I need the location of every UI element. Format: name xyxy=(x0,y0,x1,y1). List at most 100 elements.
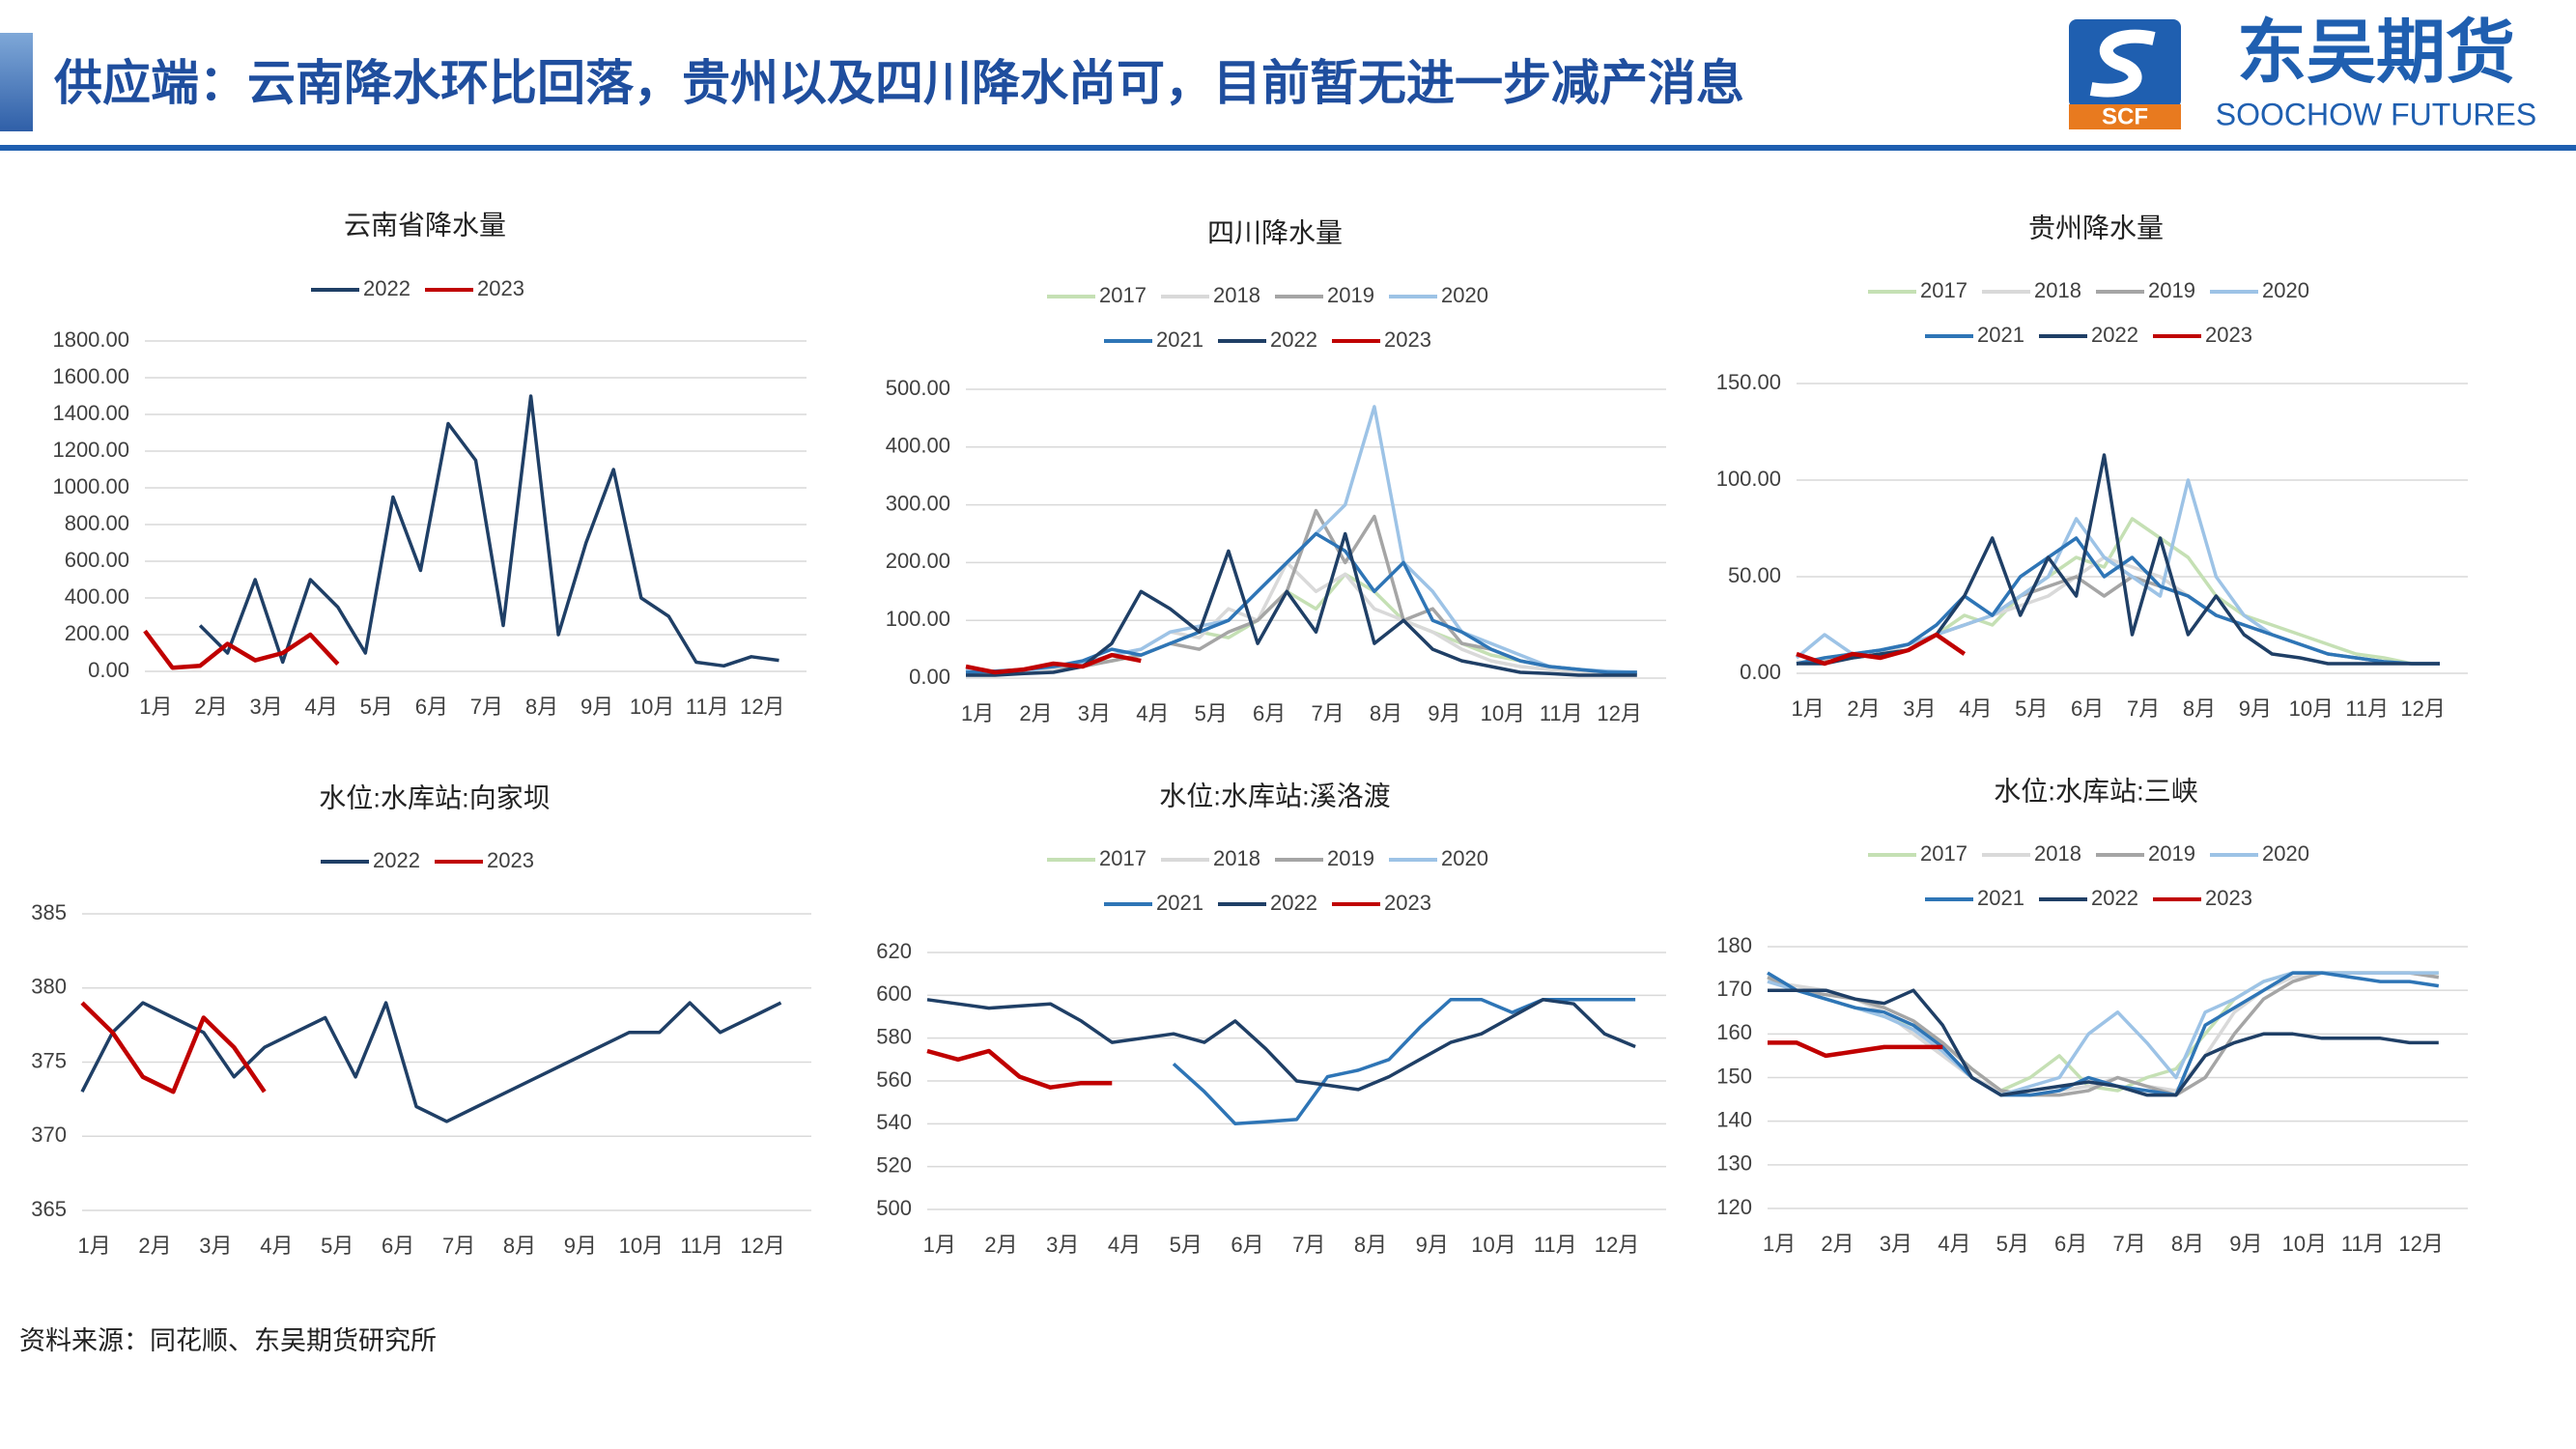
series-line xyxy=(966,508,1637,674)
chart-title: 贵州降水量 xyxy=(2028,213,2164,242)
x-tick-label: 2月 xyxy=(1847,696,1880,721)
x-tick-label: 3月 xyxy=(1046,1233,1079,1257)
x-tick-label: 10月 xyxy=(2282,1232,2327,1256)
legend-label: 2018 xyxy=(1213,283,1260,307)
logo-bar xyxy=(2069,104,2181,129)
series-line xyxy=(965,531,1637,674)
x-tick-label: 12月 xyxy=(1597,701,1641,725)
legend-label: 2020 xyxy=(1441,846,1488,870)
x-tick-label: 11月 xyxy=(1534,1233,1577,1257)
x-tick-label: 11月 xyxy=(2345,696,2389,721)
y-tick-label: 180 xyxy=(1716,933,1752,957)
x-tick-label: 7月 xyxy=(2112,1232,2145,1256)
x-tick-label: 8月 xyxy=(525,695,558,719)
x-tick-label: 11月 xyxy=(680,1234,723,1258)
chart-title: 水位:水库站:向家坝 xyxy=(319,782,551,812)
legend-label: 2019 xyxy=(1327,846,1374,870)
y-tick-label: 580 xyxy=(876,1024,912,1048)
chart-title: 水位:水库站:三峡 xyxy=(1994,776,2198,806)
y-tick-label: 370 xyxy=(31,1122,67,1147)
x-tick-label: 5月 xyxy=(1170,1233,1203,1257)
y-tick-label: 100.00 xyxy=(1716,467,1781,491)
y-tick-label: 150.00 xyxy=(1716,370,1781,394)
y-tick-label: 375 xyxy=(31,1048,67,1072)
legend-label: 2021 xyxy=(1156,327,1203,352)
y-tick-label: 1800.00 xyxy=(52,327,129,352)
series-line xyxy=(80,1001,267,1094)
y-tick-label: 1600.00 xyxy=(52,364,129,388)
x-tick-label: 6月 xyxy=(1253,701,1286,725)
legend-label: 2021 xyxy=(1977,886,2024,910)
y-tick-label: 100.00 xyxy=(886,607,950,631)
y-tick-label: 200.00 xyxy=(886,549,950,573)
y-tick-label: 385 xyxy=(31,900,67,924)
series-line xyxy=(1796,632,1967,667)
x-tick-label: 8月 xyxy=(1354,1233,1387,1257)
legend-label: 2020 xyxy=(2262,841,2309,866)
y-tick-label: 140 xyxy=(1716,1107,1752,1131)
x-tick-label: 7月 xyxy=(2127,696,2160,721)
legend-label: 2017 xyxy=(1099,846,1146,870)
x-tick-label: 2月 xyxy=(194,695,227,719)
x-tick-label: 8月 xyxy=(503,1234,536,1258)
y-tick-label: 365 xyxy=(31,1197,67,1221)
y-tick-label: 1000.00 xyxy=(52,474,129,498)
legend-label: 2020 xyxy=(1441,283,1488,307)
y-tick-label: 400.00 xyxy=(65,584,129,609)
source-note: 资料来源：同花顺、东吴期货研究所 xyxy=(19,1326,437,1355)
y-tick-label: 1400.00 xyxy=(52,401,129,425)
x-tick-label: 12月 xyxy=(1595,1233,1639,1257)
series-line xyxy=(965,652,1142,675)
x-tick-label: 8月 xyxy=(2183,696,2216,721)
x-tick-label: 1月 xyxy=(1791,696,1824,721)
series-line xyxy=(1797,453,2440,666)
x-tick-label: 6月 xyxy=(415,695,448,719)
y-tick-label: 130 xyxy=(1716,1151,1752,1176)
x-tick-label: 4月 xyxy=(1136,701,1169,725)
legend-label: 2022 xyxy=(2091,886,2138,910)
legend-label: 2019 xyxy=(2148,841,2195,866)
x-tick-label: 6月 xyxy=(382,1234,414,1258)
x-tick-label: 4月 xyxy=(1108,1233,1141,1257)
x-tick-label: 9月 xyxy=(1428,701,1460,725)
header-rule xyxy=(0,145,2576,151)
y-tick-label: 600 xyxy=(876,981,912,1006)
legend-label: 2018 xyxy=(2034,841,2081,866)
y-tick-label: 400.00 xyxy=(886,434,950,458)
y-tick-label: 600.00 xyxy=(65,548,129,572)
series-line xyxy=(143,629,340,670)
x-tick-label: 10月 xyxy=(1471,1233,1515,1257)
legend-label: 2019 xyxy=(1327,283,1374,307)
y-tick-label: 380 xyxy=(31,975,67,999)
y-tick-label: 150 xyxy=(1716,1064,1752,1088)
x-tick-label: 6月 xyxy=(1231,1233,1263,1257)
x-tick-label: 7月 xyxy=(470,695,503,719)
chart-title: 云南省降水量 xyxy=(344,210,506,240)
x-tick-label: 10月 xyxy=(1481,701,1525,725)
y-tick-label: 1200.00 xyxy=(52,438,129,462)
series-line xyxy=(1767,971,2440,1097)
x-tick-label: 1月 xyxy=(77,1234,110,1258)
x-tick-label: 4月 xyxy=(260,1234,293,1258)
x-tick-label: 4月 xyxy=(1959,696,1992,721)
x-tick-label: 12月 xyxy=(2400,696,2445,721)
y-tick-label: 300.00 xyxy=(886,491,950,515)
accent-bar xyxy=(0,33,33,131)
x-tick-label: 1月 xyxy=(923,1233,956,1257)
x-tick-label: 1月 xyxy=(961,701,994,725)
y-tick-label: 0.00 xyxy=(909,665,950,689)
legend-label: 2018 xyxy=(1213,846,1260,870)
x-tick-label: 7月 xyxy=(1292,1233,1325,1257)
legend-label: 2017 xyxy=(1920,278,1967,302)
x-tick-label: 5月 xyxy=(1195,701,1228,725)
x-tick-label: 5月 xyxy=(1996,1232,2029,1256)
x-tick-label: 9月 xyxy=(580,695,613,719)
legend-label: 2017 xyxy=(1099,283,1146,307)
y-tick-label: 620 xyxy=(876,939,912,963)
x-tick-label: 7月 xyxy=(442,1234,475,1258)
logo: SCF 东吴期货 SOOCHOW FUTURES xyxy=(2069,14,2536,131)
legend-label: 2018 xyxy=(2034,278,2081,302)
logo-mark-text: SCF xyxy=(2102,103,2148,129)
x-tick-label: 11月 xyxy=(1540,701,1583,725)
